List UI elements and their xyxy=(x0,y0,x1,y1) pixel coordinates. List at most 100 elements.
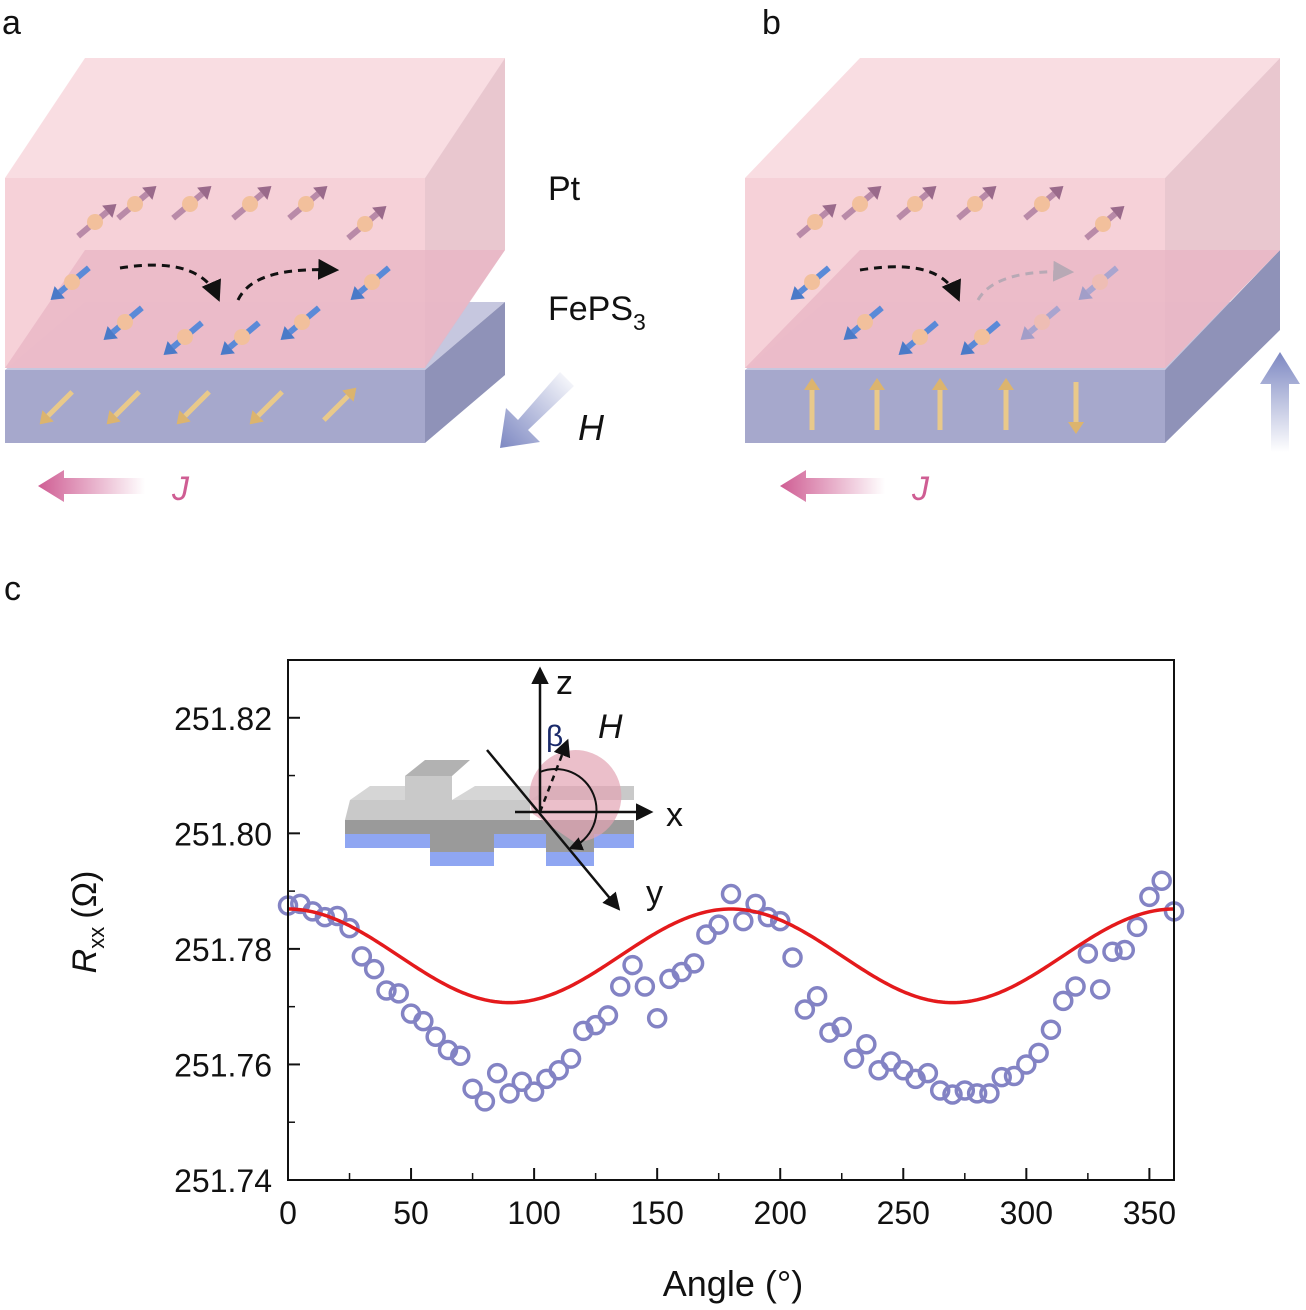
data-point xyxy=(339,917,360,939)
pt-layer-slab xyxy=(745,58,1280,368)
x-tick-label: 250 xyxy=(877,1195,930,1231)
data-point xyxy=(794,999,816,1020)
data-point xyxy=(1139,886,1160,908)
y-tick-label: 251.82 xyxy=(174,701,272,737)
spin-arrow-faded xyxy=(1020,305,1061,340)
spin-arrow xyxy=(350,265,391,300)
data-point xyxy=(1003,1065,1025,1087)
y-tick-label: 251.80 xyxy=(174,816,272,852)
data-point xyxy=(1028,1042,1049,1064)
moment-arrow xyxy=(1068,382,1084,434)
spin-arrow xyxy=(220,320,261,355)
data-point xyxy=(929,1080,951,1101)
data-point xyxy=(769,910,791,932)
data-point xyxy=(462,1078,483,1099)
x-tick-label: 300 xyxy=(1000,1195,1053,1231)
spin-arrow xyxy=(163,320,204,355)
pt-layer-slab xyxy=(5,58,505,368)
data-point xyxy=(683,953,705,974)
inset-y-label: y xyxy=(646,874,663,912)
data-point xyxy=(376,980,397,1001)
data-point xyxy=(708,914,729,935)
spin-arrow xyxy=(956,186,997,221)
y-tick-label: 251.78 xyxy=(174,932,272,968)
y-axis: 251.74 251.76 251.78 251.80 251.82 xyxy=(174,701,300,1199)
panel-a-letter: a xyxy=(2,4,21,42)
x-tick-label: 350 xyxy=(1123,1195,1176,1231)
data-point xyxy=(831,1016,852,1038)
data-point xyxy=(979,1083,1000,1104)
electron-path-arrow-faded xyxy=(976,260,1075,301)
data-point xyxy=(351,946,373,967)
data-point xyxy=(991,1066,1012,1088)
spin-arrow xyxy=(790,265,831,300)
panel-b: b J xyxy=(745,4,1300,508)
current-arrow xyxy=(780,470,885,502)
pt-label: Pt xyxy=(548,170,581,208)
data-point xyxy=(1089,979,1111,1000)
inset-x-label: x xyxy=(666,796,683,834)
data-point xyxy=(942,1084,963,1105)
spin-arrow xyxy=(843,305,884,340)
data-point xyxy=(917,1062,939,1084)
data-point xyxy=(1077,943,1099,964)
moment-arrow xyxy=(39,390,74,425)
moment-arrow xyxy=(869,378,885,430)
data-point xyxy=(486,1062,508,1084)
y-tick-label: 251.76 xyxy=(174,1047,272,1083)
data-point xyxy=(585,1014,606,1036)
x-axis: 0 50 100 150 200 250 300 350 xyxy=(279,1168,1176,1231)
moment-arrow xyxy=(176,390,211,425)
spin-arrow-faded xyxy=(1078,265,1119,300)
data-point xyxy=(388,983,409,1004)
data-point xyxy=(1114,939,1136,961)
plot-frame xyxy=(287,659,1175,1181)
x-tick-label: 0 xyxy=(279,1195,297,1231)
spin-arrow xyxy=(898,320,939,355)
data-point xyxy=(720,883,742,905)
inset-angle-arc xyxy=(539,767,598,851)
data-point xyxy=(1040,1019,1062,1041)
spin-arrow xyxy=(896,186,937,221)
data-point xyxy=(622,954,643,976)
panel-c-letter: c xyxy=(4,570,21,608)
data-point xyxy=(363,958,385,980)
data-point xyxy=(548,1059,569,1081)
inset-z-label: z xyxy=(556,664,573,702)
panel-b-letter: b xyxy=(762,4,781,42)
field-label: H xyxy=(578,407,605,448)
data-point xyxy=(843,1048,865,1069)
moment-arrow xyxy=(998,378,1014,430)
data-point xyxy=(634,976,656,997)
data-point xyxy=(1102,941,1123,963)
spin-arrow xyxy=(50,265,91,300)
data-point xyxy=(610,976,631,997)
data-point xyxy=(499,1083,520,1104)
x-tick-label: 200 xyxy=(754,1195,807,1231)
moment-arrow xyxy=(249,390,284,425)
spin-arrow xyxy=(1084,206,1125,241)
inset-device-schematic: z x y β H xyxy=(345,664,683,912)
data-point xyxy=(1065,976,1086,997)
spin-arrow xyxy=(231,186,272,221)
electron-path-arrow xyxy=(119,263,221,302)
data-point xyxy=(856,1033,877,1055)
data-point xyxy=(425,1026,446,1047)
spin-arrow xyxy=(76,204,117,239)
data-point xyxy=(413,1010,434,1032)
data-point xyxy=(474,1091,496,1112)
spin-arrow xyxy=(346,206,387,241)
data-point xyxy=(1053,990,1074,1012)
data-point xyxy=(1126,916,1148,938)
inset-y-axis xyxy=(486,749,621,911)
inset-beta-label: β xyxy=(546,720,563,753)
inset-field-label: H xyxy=(598,708,623,746)
data-point xyxy=(560,1048,582,1069)
moment-arrow xyxy=(932,378,948,430)
fit-curve xyxy=(287,907,1175,1005)
data-point xyxy=(806,986,828,1007)
field-arrow xyxy=(500,372,574,448)
x-tick-label: 150 xyxy=(630,1195,683,1231)
y-tick-label: 251.74 xyxy=(174,1163,272,1199)
x-axis-label: Angle (°) xyxy=(663,1263,803,1304)
